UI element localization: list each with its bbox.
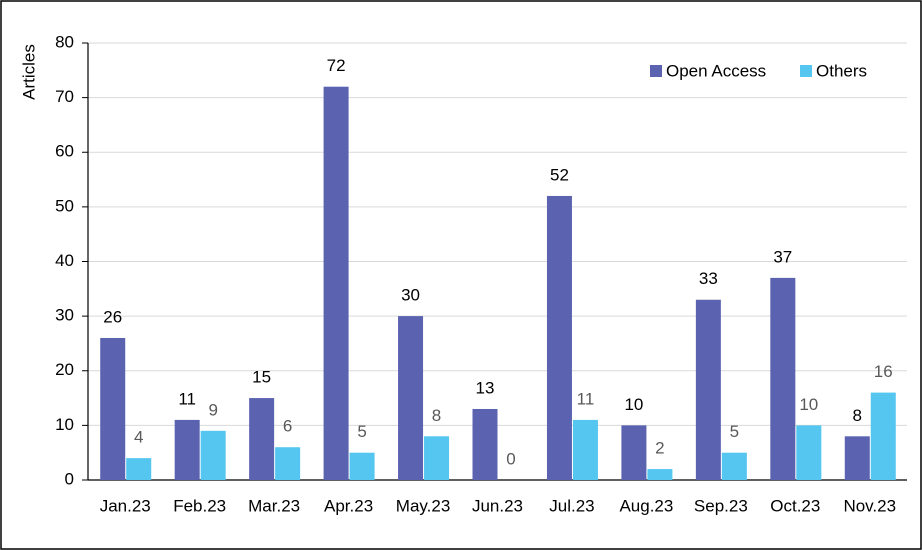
y-tick-label: 30 (55, 306, 74, 325)
legend-label: Open Access (666, 61, 766, 80)
bar (126, 458, 152, 480)
x-tick-label: Apr.23 (324, 496, 373, 515)
data-label: 13 (476, 378, 495, 397)
x-tick-label: Jan.23 (100, 496, 151, 515)
data-label: 11 (178, 389, 196, 408)
x-tick-label: Nov.23 (843, 496, 896, 515)
data-label: 15 (252, 368, 271, 387)
data-label: 37 (773, 247, 792, 266)
y-tick-label: 50 (55, 196, 74, 215)
bar (572, 419, 598, 480)
bar (100, 337, 126, 480)
x-tick-label: Sep.23 (694, 496, 748, 515)
legend-swatch (650, 65, 662, 77)
data-label: 4 (134, 428, 143, 447)
x-tick-label: Aug.23 (619, 496, 673, 515)
bar (844, 436, 870, 480)
bar (323, 86, 349, 480)
data-label: 30 (401, 286, 420, 305)
bar (174, 419, 200, 480)
bar (695, 299, 721, 480)
x-tick-label: Feb.23 (173, 496, 226, 515)
bar (647, 469, 673, 480)
y-tick-label: 60 (55, 142, 74, 161)
bar (249, 398, 275, 480)
bar (546, 195, 572, 480)
data-label: 6 (283, 417, 292, 436)
legend-label: Others (816, 61, 867, 80)
x-tick-label: Jul.23 (549, 496, 594, 515)
data-label: 52 (550, 165, 569, 184)
bar (200, 430, 226, 480)
y-tick-label: 20 (55, 360, 74, 379)
y-tick-label: 80 (55, 32, 74, 51)
bar (349, 452, 375, 480)
bar (770, 277, 796, 480)
x-tick-label: Jun.23 (472, 496, 523, 515)
data-label: 8 (853, 406, 862, 425)
data-label: 16 (874, 362, 893, 381)
bar (472, 408, 498, 480)
y-tick-label: 0 (65, 469, 74, 488)
bar (275, 447, 301, 480)
legend-swatch (800, 65, 812, 77)
data-label: 33 (699, 269, 718, 288)
y-tick-label: 10 (55, 415, 74, 434)
data-label: 8 (432, 406, 441, 425)
bar (721, 452, 747, 480)
data-label: 5 (357, 422, 366, 441)
x-tick-label: Oct.23 (770, 496, 820, 515)
data-label: 5 (730, 422, 739, 441)
bar (870, 392, 896, 480)
data-label: 11 (577, 389, 595, 408)
data-label: 10 (624, 395, 643, 414)
y-tick-label: 40 (55, 251, 74, 270)
data-label: 0 (506, 449, 515, 468)
data-label: 72 (327, 56, 346, 75)
y-axis-label: Articles (19, 44, 38, 100)
bar (398, 316, 424, 480)
data-label: 26 (103, 307, 122, 326)
y-tick-label: 70 (55, 87, 74, 106)
bar (424, 436, 450, 480)
bar (621, 425, 647, 480)
bar (796, 425, 822, 480)
data-label: 9 (208, 400, 217, 419)
x-tick-label: May.23 (396, 496, 451, 515)
x-tick-label: Mar.23 (248, 496, 300, 515)
data-label: 2 (655, 439, 664, 458)
data-label: 10 (799, 395, 818, 414)
